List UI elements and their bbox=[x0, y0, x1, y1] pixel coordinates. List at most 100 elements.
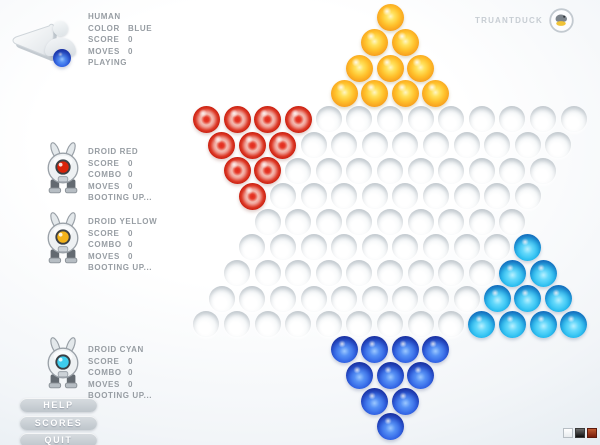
marble-red[interactable] bbox=[269, 131, 297, 159]
board-hole-empty[interactable] bbox=[224, 260, 250, 286]
board-hole-empty[interactable] bbox=[208, 285, 235, 312]
board-hole-empty[interactable] bbox=[300, 183, 327, 210]
marble-red[interactable] bbox=[208, 131, 236, 159]
marble-yellow[interactable] bbox=[376, 54, 404, 82]
marble-blue[interactable] bbox=[361, 336, 389, 364]
board-hole-empty[interactable] bbox=[331, 132, 358, 158]
marble-red[interactable] bbox=[238, 182, 266, 210]
board-hole-empty[interactable] bbox=[285, 311, 312, 338]
board-hole-empty[interactable] bbox=[285, 157, 312, 184]
marble-cyan[interactable] bbox=[544, 285, 572, 313]
quality-swatch-red[interactable] bbox=[587, 428, 597, 438]
board-hole-empty[interactable] bbox=[560, 106, 587, 133]
marble-blue[interactable] bbox=[376, 361, 404, 389]
board-hole-empty[interactable] bbox=[300, 132, 327, 158]
board-hole-empty[interactable] bbox=[484, 183, 511, 210]
board-hole-empty[interactable] bbox=[315, 311, 342, 338]
board-hole-empty[interactable] bbox=[300, 234, 327, 261]
board-hole-empty[interactable] bbox=[422, 183, 449, 210]
board-hole-empty[interactable] bbox=[530, 106, 556, 133]
marble-blue[interactable] bbox=[361, 387, 389, 415]
board-hole-empty[interactable] bbox=[315, 260, 342, 286]
board-hole-empty[interactable] bbox=[285, 260, 312, 286]
marble-red[interactable] bbox=[284, 105, 312, 133]
board-hole-empty[interactable] bbox=[438, 311, 465, 338]
board-hole-empty[interactable] bbox=[422, 285, 449, 312]
marble-red[interactable] bbox=[254, 105, 282, 133]
board-hole-empty[interactable] bbox=[269, 285, 296, 312]
board-hole-empty[interactable] bbox=[331, 183, 358, 210]
quality-swatch-black[interactable] bbox=[575, 428, 585, 438]
board-hole-empty[interactable] bbox=[468, 106, 495, 133]
board-hole-empty[interactable] bbox=[453, 183, 480, 210]
marble-yellow[interactable] bbox=[345, 54, 373, 82]
marble-blue[interactable] bbox=[330, 336, 358, 364]
board-hole-empty[interactable] bbox=[315, 157, 342, 184]
board-hole-empty[interactable] bbox=[438, 106, 465, 133]
board-hole-empty[interactable] bbox=[269, 234, 296, 261]
board-hole-empty[interactable] bbox=[453, 285, 480, 312]
marble-cyan[interactable] bbox=[514, 285, 542, 313]
marble-yellow[interactable] bbox=[391, 80, 419, 108]
board-hole-empty[interactable] bbox=[514, 183, 541, 210]
board-hole-empty[interactable] bbox=[361, 183, 388, 210]
board-hole-empty[interactable] bbox=[193, 311, 220, 338]
board-hole-empty[interactable] bbox=[346, 260, 373, 286]
marble-yellow[interactable] bbox=[376, 3, 404, 31]
board-hole-empty[interactable] bbox=[422, 234, 449, 261]
board-hole-empty[interactable] bbox=[468, 260, 495, 286]
help-button[interactable]: HELP bbox=[20, 398, 97, 412]
board-hole-empty[interactable] bbox=[407, 260, 434, 286]
board-hole-empty[interactable] bbox=[407, 311, 434, 338]
board-hole-empty[interactable] bbox=[407, 157, 434, 184]
board-hole-empty[interactable] bbox=[361, 132, 388, 158]
board-hole-empty[interactable] bbox=[499, 208, 526, 235]
board-hole-empty[interactable] bbox=[438, 260, 465, 286]
board-hole-empty[interactable] bbox=[422, 132, 449, 158]
scores-button[interactable]: SCORES bbox=[20, 415, 97, 430]
board-hole-empty[interactable] bbox=[530, 157, 556, 184]
marble-blue[interactable] bbox=[345, 361, 373, 389]
marble-cyan[interactable] bbox=[468, 310, 496, 338]
board-hole-empty[interactable] bbox=[499, 157, 526, 184]
board-hole-empty[interactable] bbox=[453, 132, 480, 158]
marble-yellow[interactable] bbox=[422, 80, 450, 108]
board-hole-empty[interactable] bbox=[331, 285, 358, 312]
board-hole-empty[interactable] bbox=[239, 285, 266, 312]
board-hole-empty[interactable] bbox=[377, 208, 403, 235]
marble-cyan[interactable] bbox=[514, 233, 542, 261]
board-hole-empty[interactable] bbox=[407, 106, 434, 133]
marble-yellow[interactable] bbox=[361, 80, 389, 108]
board-hole-empty[interactable] bbox=[392, 183, 419, 210]
board-hole-empty[interactable] bbox=[346, 208, 373, 235]
board-hole-empty[interactable] bbox=[361, 234, 388, 261]
board-hole-empty[interactable] bbox=[438, 157, 465, 184]
marble-cyan[interactable] bbox=[529, 310, 557, 338]
marble-yellow[interactable] bbox=[391, 29, 419, 57]
marble-red[interactable] bbox=[254, 157, 282, 185]
marble-blue[interactable] bbox=[407, 361, 435, 389]
board-hole-empty[interactable] bbox=[315, 106, 342, 133]
marble-red[interactable] bbox=[223, 157, 251, 185]
board-hole-empty[interactable] bbox=[377, 157, 403, 184]
board-hole-empty[interactable] bbox=[315, 208, 342, 235]
marble-cyan[interactable] bbox=[529, 259, 557, 287]
board-hole-empty[interactable] bbox=[514, 132, 541, 158]
marble-cyan[interactable] bbox=[560, 310, 588, 338]
board-hole-empty[interactable] bbox=[407, 208, 434, 235]
marble-yellow[interactable] bbox=[361, 29, 389, 57]
board-hole-empty[interactable] bbox=[499, 106, 526, 133]
marble-cyan[interactable] bbox=[498, 259, 526, 287]
board-hole-empty[interactable] bbox=[392, 132, 419, 158]
board-hole-empty[interactable] bbox=[346, 106, 373, 133]
marble-blue[interactable] bbox=[422, 336, 450, 364]
board-hole-empty[interactable] bbox=[484, 132, 511, 158]
marble-red[interactable] bbox=[238, 131, 266, 159]
board-hole-empty[interactable] bbox=[361, 285, 388, 312]
marble-blue[interactable] bbox=[391, 336, 419, 364]
marble-blue[interactable] bbox=[376, 413, 404, 441]
board-hole-empty[interactable] bbox=[484, 234, 511, 261]
board-hole-empty[interactable] bbox=[331, 234, 358, 261]
board-hole-empty[interactable] bbox=[468, 208, 495, 235]
board-hole-empty[interactable] bbox=[377, 311, 403, 338]
